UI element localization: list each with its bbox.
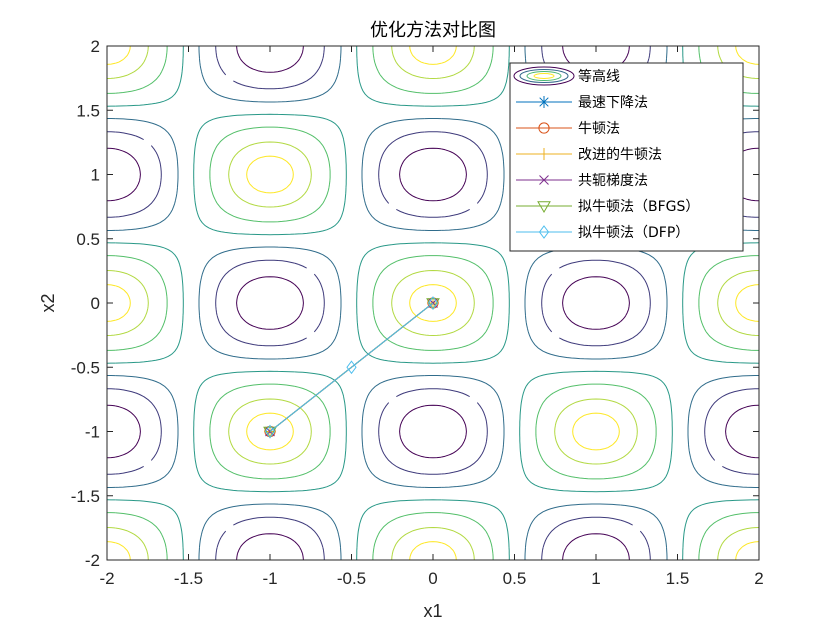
x-tick-label: 1: [591, 569, 600, 588]
path-line: [269, 302, 434, 432]
legend-marker: [539, 175, 549, 185]
path-point-marker: [426, 298, 440, 310]
path-point-marker: [264, 424, 276, 439]
legend-label: 最速下降法: [578, 95, 648, 111]
y-tick-label: 2: [91, 37, 100, 56]
legend-entry: 最速下降法: [516, 95, 648, 111]
contour-level: [106, 46, 760, 560]
y-tick-label: -0.5: [71, 358, 100, 377]
legend-marker: [538, 148, 550, 160]
x-tick-label: -1: [262, 569, 277, 588]
x-tick-label: 2: [754, 569, 763, 588]
y-axis-ticks: 2 1.5 1 0.5 0 -0.5 -1 -1.5 -2: [71, 37, 759, 570]
x-tick-label: 0.5: [503, 569, 527, 588]
legend-entry: 共轭梯度法: [516, 173, 648, 189]
y-tick-label: 1: [91, 166, 100, 185]
path-point-marker: [263, 426, 277, 439]
series-path: [264, 296, 439, 439]
x-tick-label: 0: [428, 569, 437, 588]
y-tick-label: 0: [91, 294, 100, 313]
path-point-marker: [427, 296, 439, 310]
legend-entry: 拟牛顿法（DFP）: [516, 225, 689, 241]
optimization-paths: [263, 296, 440, 439]
legend-marker: [537, 201, 551, 213]
legend-entry: 拟牛顿法（BFGS）: [516, 199, 699, 215]
legend-entry: 改进的牛顿法: [516, 147, 662, 163]
legend-marker: [538, 122, 550, 134]
y-tick-label: -2: [85, 551, 100, 570]
x-tick-label: -1.5: [174, 569, 203, 588]
legend-entry: 牛顿法: [516, 121, 620, 137]
y-axis-label: x2: [38, 293, 58, 312]
legend-marker: [538, 225, 550, 239]
x-tick-label: -2: [99, 569, 114, 588]
y-tick-label: -1: [85, 423, 100, 442]
legend-label: 等高线: [578, 68, 620, 85]
chart-title: 优化方法对比图: [370, 20, 496, 41]
legend-label: 拟牛顿法（BFGS）: [578, 199, 699, 215]
legend-box: [509, 62, 744, 252]
legend-contour-icon: [513, 66, 575, 86]
path-point-marker: [346, 360, 357, 375]
y-tick-label: -1.5: [71, 487, 100, 506]
legend-label: 改进的牛顿法: [578, 147, 662, 163]
contour-level: [106, 45, 760, 561]
y-tick-label: 0.5: [76, 230, 100, 249]
x-axis-label: x1: [423, 601, 442, 621]
legend-entry: 等高线: [513, 66, 620, 86]
x-tick-label: 1.5: [666, 569, 690, 588]
legend-label: 拟牛顿法（DFP）: [578, 225, 689, 241]
x-axis-ticks: -2 -1.5 -1 -0.5 0 0.5 1 1.5 2: [99, 46, 764, 588]
legend-label: 共轭梯度法: [578, 173, 648, 189]
y-tick-label: 1.5: [76, 101, 100, 120]
x-tick-label: -0.5: [337, 569, 366, 588]
legend-label: 牛顿法: [578, 121, 620, 137]
legend-marker: [538, 96, 550, 108]
